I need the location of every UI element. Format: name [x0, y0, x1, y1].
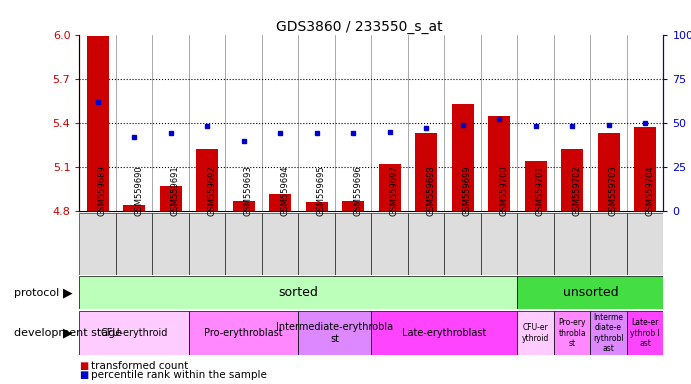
Text: development stage: development stage: [14, 328, 122, 338]
Bar: [87, 36, 108, 211]
Bar: [79, 311, 189, 355]
Bar: [371, 311, 518, 355]
Text: GSM559704: GSM559704: [645, 166, 654, 216]
Text: percentile rank within the sample: percentile rank within the sample: [91, 370, 267, 380]
Bar: [371, 213, 408, 275]
Bar: [299, 213, 335, 275]
Bar: [518, 213, 554, 275]
Bar: [269, 194, 291, 211]
Text: GSM559698: GSM559698: [426, 166, 435, 216]
Bar: [561, 149, 583, 211]
Text: GSM559693: GSM559693: [244, 166, 253, 216]
Bar: [598, 133, 620, 211]
Text: GSM559699: GSM559699: [463, 166, 472, 216]
Text: Late-er
ythrob l
ast: Late-er ythrob l ast: [630, 318, 660, 348]
Text: GSM559695: GSM559695: [316, 166, 325, 216]
Bar: [554, 213, 590, 275]
Bar: [79, 213, 116, 275]
Bar: [554, 311, 590, 355]
Text: GSM559692: GSM559692: [207, 166, 216, 216]
Text: protocol: protocol: [14, 288, 59, 298]
Bar: [524, 161, 547, 211]
Text: GSM559701: GSM559701: [536, 166, 545, 216]
Text: Late-erythroblast: Late-erythroblast: [402, 328, 486, 338]
Bar: [225, 213, 262, 275]
Text: CFU-erythroid: CFU-erythroid: [100, 328, 168, 338]
Bar: [408, 213, 444, 275]
Text: Pro-erythroblast: Pro-erythroblast: [205, 328, 283, 338]
Text: transformed count: transformed count: [91, 361, 189, 371]
Bar: [262, 213, 299, 275]
Bar: [335, 213, 372, 275]
Bar: [634, 127, 656, 211]
Text: Pro-ery
throbla
st: Pro-ery throbla st: [558, 318, 586, 348]
Text: ▶: ▶: [63, 327, 73, 339]
Title: GDS3860 / 233550_s_at: GDS3860 / 233550_s_at: [276, 20, 443, 33]
Bar: [305, 202, 328, 211]
Bar: [299, 311, 371, 355]
Text: GSM559702: GSM559702: [572, 166, 581, 216]
Bar: [518, 311, 554, 355]
Bar: [518, 276, 663, 309]
Text: ■: ■: [79, 361, 88, 371]
Text: CFU-er
ythroid: CFU-er ythroid: [522, 323, 549, 343]
Text: GSM559700: GSM559700: [499, 166, 508, 216]
Bar: [342, 201, 364, 211]
Bar: [590, 311, 627, 355]
Bar: [444, 213, 481, 275]
Bar: [452, 104, 473, 211]
Bar: [189, 213, 225, 275]
Bar: [79, 276, 518, 309]
Bar: [627, 311, 663, 355]
Bar: [153, 213, 189, 275]
Bar: [196, 149, 218, 211]
Bar: [415, 133, 437, 211]
Bar: [189, 311, 299, 355]
Bar: [627, 213, 663, 275]
Text: GSM559696: GSM559696: [353, 166, 362, 216]
Bar: [123, 205, 145, 211]
Text: GSM559703: GSM559703: [609, 166, 618, 216]
Text: ▶: ▶: [63, 286, 73, 299]
Bar: [160, 186, 182, 211]
Text: Intermediate-erythrobla
st: Intermediate-erythrobla st: [276, 322, 393, 344]
Text: sorted: sorted: [278, 286, 319, 299]
Text: Interme
diate-e
rythrobl
ast: Interme diate-e rythrobl ast: [594, 313, 624, 353]
Bar: [233, 201, 254, 211]
Text: unsorted: unsorted: [562, 286, 618, 299]
Bar: [590, 213, 627, 275]
Text: GSM559691: GSM559691: [171, 166, 180, 216]
Bar: [488, 116, 510, 211]
Bar: [116, 213, 153, 275]
Text: GSM559689: GSM559689: [97, 166, 106, 216]
Text: GSM559697: GSM559697: [390, 166, 399, 216]
Bar: [379, 164, 401, 211]
Text: GSM559690: GSM559690: [134, 166, 143, 216]
Text: GSM559694: GSM559694: [280, 166, 289, 216]
Bar: [481, 213, 518, 275]
Text: ■: ■: [79, 370, 88, 380]
